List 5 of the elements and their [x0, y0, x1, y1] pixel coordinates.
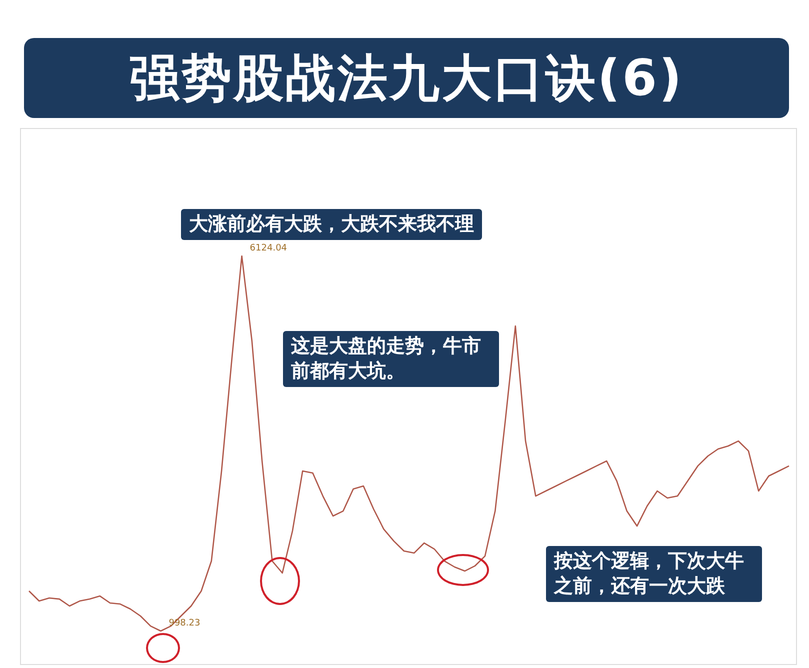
- data-label: 6124.04: [250, 243, 288, 254]
- annotation: 这是大盘的走势，牛市前都有大坑。: [283, 331, 499, 387]
- text: 大涨前必有大跌，大跌不来我不理: [181, 209, 482, 240]
- annotation: 按这个逻辑，下次大牛之前，还有一次大跌: [546, 546, 762, 602]
- chart-title: 强势股战法九大口诀(6): [24, 38, 789, 118]
